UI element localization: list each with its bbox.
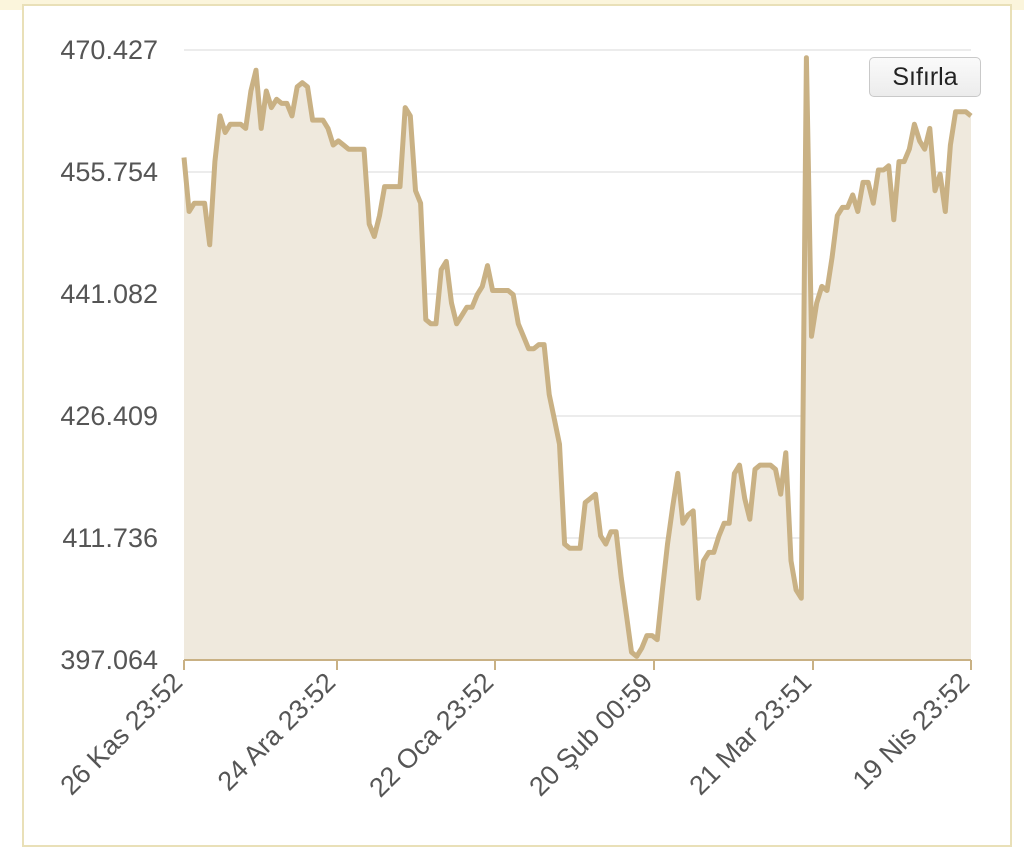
reset-zoom-button[interactable]: Sıfırla <box>869 57 981 97</box>
x-tick-label: 22 Oca 23:52 <box>363 667 499 803</box>
x-tick-label: 21 Mar 23:51 <box>684 667 818 801</box>
x-tick-label: 26 Kas 23:52 <box>55 667 189 801</box>
y-tick-label: 470.427 <box>60 35 158 65</box>
y-axis-ticks: 397.064 411.736 426.409 441.082 455.754 470.4… <box>60 35 158 675</box>
y-tick-label: 455.754 <box>60 157 158 187</box>
y-tick-label: 441.082 <box>60 279 158 309</box>
x-tick-label: 24 Ara 23:52 <box>212 667 341 797</box>
series-area <box>184 57 971 660</box>
x-tick-label: 20 Şub 00:59 <box>523 667 658 802</box>
x-tick-label: 19 Nis 23:52 <box>847 667 975 795</box>
series-line <box>181 55 973 659</box>
y-tick-label: 426.409 <box>60 401 158 431</box>
y-tick-label: 397.064 <box>60 645 158 675</box>
y-tick-label: 411.736 <box>62 523 158 553</box>
x-axis-ticks: 26 Kas 23:52 24 Ara 23:52 22 Oca 23:52 20 Ş… <box>55 660 975 803</box>
